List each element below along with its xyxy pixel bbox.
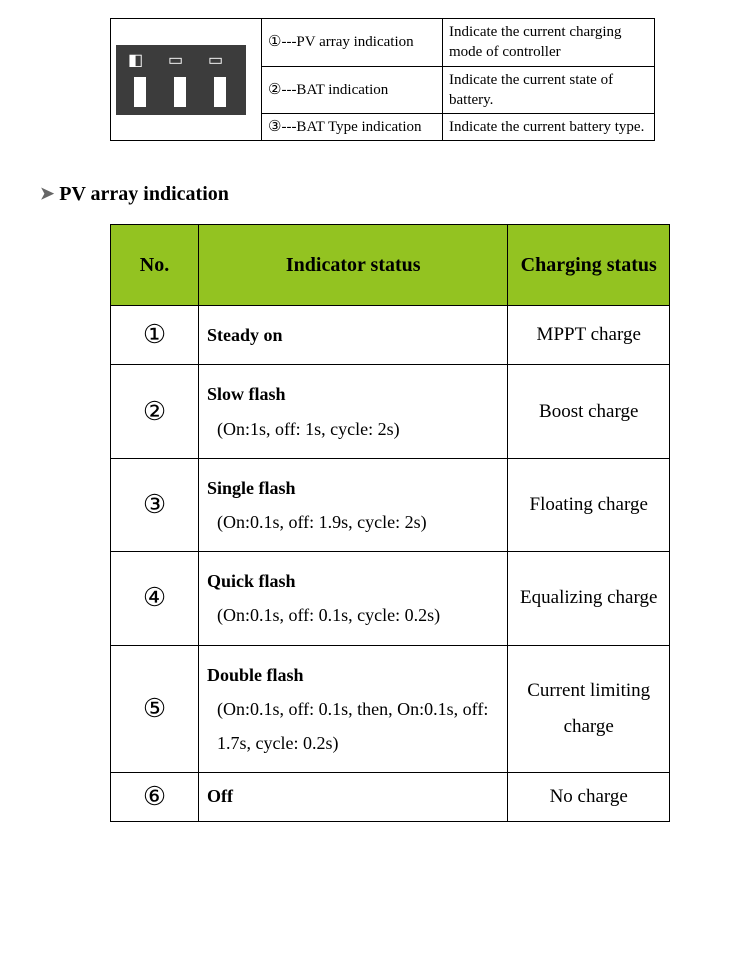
def-desc: Indicate the current charging mode of co… [443,19,655,67]
row-indicator: Single flash (On:0.1s, off: 1.9s, cycle:… [199,458,508,551]
row-indicator: Double flash (On:0.1s, off: 0.1s, then, … [199,645,508,773]
row-num: ③ [111,458,199,551]
section-heading: ➤ PV array indication [40,183,725,206]
indicator-title: Single flash [207,471,497,505]
row-indicator: Off [199,773,508,822]
table-row: ⑤ Double flash (On:0.1s, off: 0.1s, then… [111,645,670,773]
row-charging: No charge [508,773,670,822]
col-indicator: Indicator status [199,225,508,306]
indicator-detail: (On:0.1s, off: 0.1s, cycle: 0.2s) [207,598,497,632]
row-indicator: Steady on [199,306,508,365]
bar-icon [214,77,226,107]
row-charging: Equalizing charge [508,552,670,645]
row-num: ⑥ [111,773,199,822]
col-no: No. [111,225,199,306]
battery-set-icon: ▭ [208,53,223,69]
def-label: ③---BAT Type indication [262,114,443,141]
battery-icon: ▭ [168,53,183,69]
col-charging: Charging status [508,225,670,306]
table-row: ② Slow flash (On:1s, off: 1s, cycle: 2s)… [111,365,670,458]
row-indicator: Slow flash (On:1s, off: 1s, cycle: 2s) [199,365,508,458]
indicator-detail: (On:1s, off: 1s, cycle: 2s) [207,412,497,446]
indication-defs-table: ◧ ▭ ▭ ①---PV array indication Indicate t… [110,18,655,141]
row-charging: MPPT charge [508,306,670,365]
indicator-title: Double flash [207,658,497,692]
row-indicator: Quick flash (On:0.1s, off: 0.1s, cycle: … [199,552,508,645]
row-charging: Current limiting charge [508,645,670,773]
table-row: ④ Quick flash (On:0.1s, off: 0.1s, cycle… [111,552,670,645]
indicator-detail: (On:0.1s, off: 1.9s, cycle: 2s) [207,505,497,539]
solar-panel-icon: ◧ [128,53,143,69]
section-title: PV array indication [59,183,229,205]
indicator-title: Quick flash [207,564,497,598]
bar-icon [174,77,186,107]
def-label: ②---BAT indication [262,66,443,114]
def-desc: Indicate the current state of battery. [443,66,655,114]
table-row: ① Steady on MPPT charge [111,306,670,365]
row-charging: Boost charge [508,365,670,458]
device-image-cell: ◧ ▭ ▭ [111,19,262,141]
bar-icon [134,77,146,107]
device-icon: ◧ ▭ ▭ [116,45,246,115]
def-label: ①---PV array indication [262,19,443,67]
row-num: ⑤ [111,645,199,773]
indicator-title: Steady on [207,318,497,352]
arrow-icon: ➤ [40,184,54,203]
row-num: ① [111,306,199,365]
indicator-title: Off [207,779,497,813]
def-desc: Indicate the current battery type. [443,114,655,141]
row-num: ② [111,365,199,458]
table-row: ③ Single flash (On:0.1s, off: 1.9s, cycl… [111,458,670,551]
table-row: ⑥ Off No charge [111,773,670,822]
pv-array-table: No. Indicator status Charging status ① S… [110,224,670,822]
row-num: ④ [111,552,199,645]
row-charging: Floating charge [508,458,670,551]
table-header-row: No. Indicator status Charging status [111,225,670,306]
indicator-title: Slow flash [207,377,497,411]
indicator-detail: (On:0.1s, off: 0.1s, then, On:0.1s, off:… [207,692,497,760]
